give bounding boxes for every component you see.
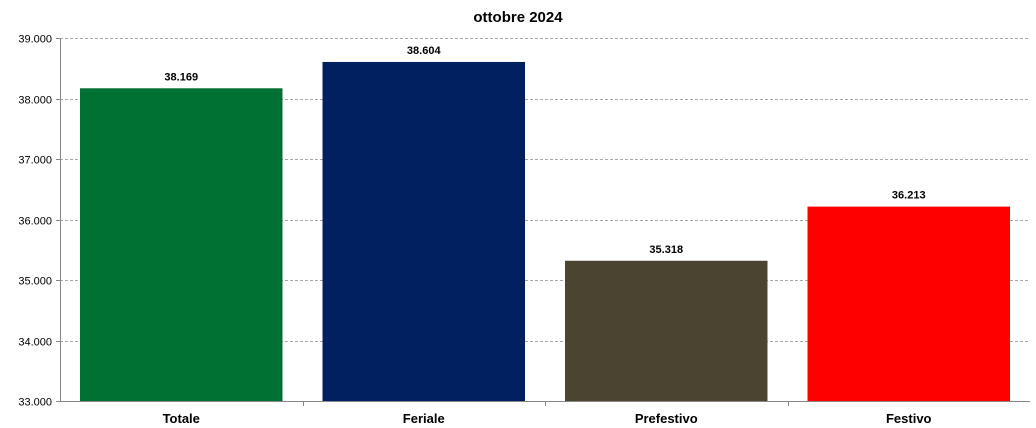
bar-feriale: [322, 61, 525, 401]
axes: [56, 38, 1030, 406]
bar-totale: [80, 88, 283, 401]
chart-title: ottobre 2024: [473, 9, 563, 26]
bar-prefestivo: [565, 260, 768, 401]
y-tick-label: 33.000: [18, 397, 52, 409]
y-tick-label: 35.000: [18, 276, 52, 288]
y-tick-label: 37.000: [18, 155, 52, 167]
data-label: 38.604: [407, 45, 442, 57]
y-tick-label: 36.000: [18, 216, 52, 228]
x-category-label: Totale: [163, 411, 200, 426]
labels: 33.000 34.000 35.000 36.000 37.000 38.000 39.0…: [18, 34, 931, 427]
x-category-label: Feriale: [403, 411, 445, 426]
y-tick-label: 39.000: [18, 34, 52, 46]
y-tick-label: 34.000: [18, 337, 52, 349]
bar-festivo: [807, 206, 1010, 401]
y-tick-label: 38.000: [18, 95, 52, 107]
bars: [80, 61, 1010, 401]
data-label: 36.213: [892, 190, 926, 202]
data-label: 35.318: [649, 244, 683, 256]
data-label: 38.169: [164, 71, 198, 83]
x-category-label: Festivo: [886, 411, 932, 426]
x-category-label: Prefestivo: [635, 411, 698, 426]
